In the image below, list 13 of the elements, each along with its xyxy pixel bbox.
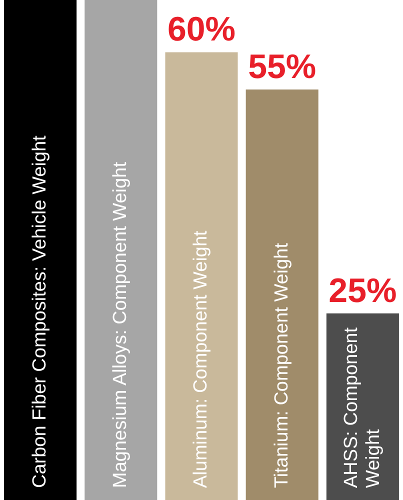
bar [84,0,158,500]
x-tick-label: Titanium: Component Weight [271,242,292,488]
x-tick-label: Magnesium Alloys: Component Weight [110,161,132,488]
data-label: 60% [167,10,236,49]
bar [4,0,77,500]
bar [246,90,318,500]
data-label: 25% [328,272,397,310]
x-tick-label: Carbon Fiber Composites: Vehicle Weight [30,134,51,488]
x-tick-label: AHSS: Component Weight [340,326,384,488]
bar [326,313,399,500]
data-label: 55% [248,48,316,86]
x-tick-label: Aluminum: Component Weight [190,230,212,488]
bar [165,52,238,500]
